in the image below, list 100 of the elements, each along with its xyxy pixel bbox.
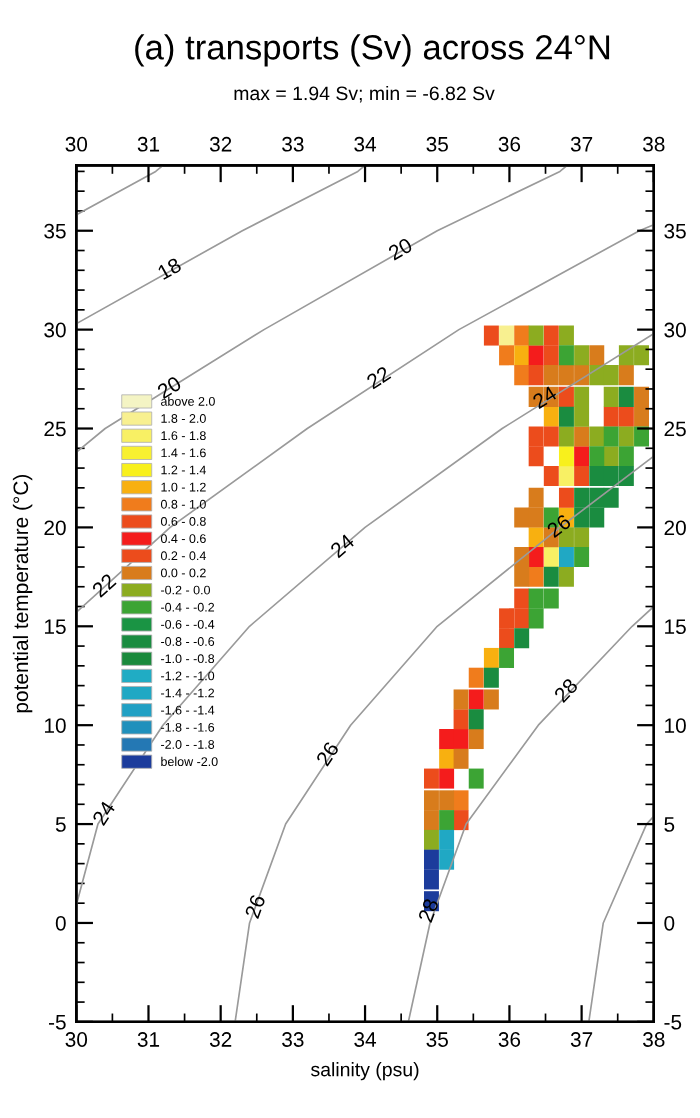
point: [439, 748, 455, 769]
x2-tick-label: 31: [137, 136, 160, 152]
point: [603, 446, 619, 467]
point: [574, 386, 590, 407]
point: [589, 465, 605, 486]
y2-tick-label: 20: [664, 520, 686, 536]
y-tick-label: -5: [48, 1015, 66, 1030]
y-tick-label: 25: [44, 421, 66, 437]
point: [618, 446, 634, 467]
x2-tick-label: 30: [65, 136, 88, 152]
annotation: 28: [553, 677, 579, 704]
point: [589, 426, 605, 447]
point: [439, 790, 455, 811]
point: [453, 790, 469, 811]
annotation: 18: [156, 257, 183, 281]
point: [543, 426, 559, 447]
point: [618, 345, 634, 366]
x2-tick-label: 38: [643, 136, 665, 152]
point: [453, 810, 469, 831]
annotation: 20: [156, 375, 183, 400]
point: [528, 325, 544, 346]
point: [483, 647, 499, 668]
point: [574, 507, 590, 528]
line-series: [76, 165, 366, 325]
x-tick-label: 35: [426, 1032, 448, 1047]
chart-subtitle: max = 1.94 Sv; min = -6.82 Sv: [234, 85, 495, 103]
line-series: [407, 605, 654, 1022]
y2-tick-label: 0: [664, 915, 675, 931]
point: [528, 547, 544, 568]
point: [439, 768, 455, 789]
point: [423, 790, 439, 811]
annotation: 26: [315, 740, 340, 767]
point: [468, 667, 484, 688]
x2-tick-label: 35: [426, 136, 448, 152]
point: [574, 345, 590, 366]
annotation: 22: [365, 365, 392, 390]
point: [574, 487, 590, 508]
point: [574, 426, 590, 447]
x-tick-label: 30: [65, 1032, 88, 1047]
point: [499, 325, 515, 346]
point: [618, 406, 634, 427]
annotation: 24: [91, 799, 116, 826]
point: [543, 345, 559, 366]
point: [514, 365, 530, 386]
point: [528, 487, 544, 508]
annotation: 28: [417, 897, 439, 923]
point: [514, 566, 530, 587]
annotation: 24: [531, 385, 558, 409]
point: [574, 465, 590, 486]
y-tick-label: 5: [55, 817, 66, 832]
point: [543, 547, 559, 568]
point: [634, 386, 649, 407]
point: [589, 446, 605, 467]
point: [603, 465, 619, 486]
y2-tick-label: 15: [665, 619, 686, 635]
point: [439, 829, 455, 850]
y2-tick-label: 30: [664, 322, 686, 338]
point: [499, 628, 515, 649]
point: [574, 527, 590, 548]
point: [603, 426, 619, 447]
x-axis-title: salinity (psu): [311, 1062, 419, 1081]
point: [574, 406, 590, 427]
point: [514, 345, 530, 366]
y-tick-label: 30: [44, 322, 66, 338]
point: [558, 446, 574, 467]
point: [634, 345, 649, 366]
point: [514, 608, 530, 629]
point: [514, 628, 530, 649]
y2-tick-label: 10: [665, 718, 686, 733]
y2-tick-label: 35: [664, 223, 686, 239]
line-series: [234, 455, 654, 1022]
x2-tick-label: 37: [570, 136, 593, 152]
point: [558, 426, 574, 447]
x2-tick-label: 34: [354, 136, 377, 152]
point: [589, 345, 605, 366]
point: [439, 810, 455, 831]
point: [499, 608, 515, 629]
y-tick-label: 0: [55, 915, 66, 931]
point: [483, 689, 499, 710]
point: [574, 547, 590, 568]
point: [528, 426, 544, 447]
point: [423, 869, 439, 890]
point: [558, 487, 574, 508]
point: [603, 365, 619, 386]
annotation: 22: [91, 572, 117, 598]
x-tick-label: 31: [137, 1032, 160, 1047]
y-tick-label: 35: [44, 223, 66, 239]
point: [618, 365, 634, 386]
y2-tick-label: -5: [664, 1015, 682, 1030]
point: [589, 365, 605, 386]
point: [423, 829, 439, 850]
point: [528, 365, 544, 386]
y-tick-label: 20: [44, 520, 66, 536]
point: [543, 325, 559, 346]
point: [543, 465, 559, 486]
point: [558, 547, 574, 568]
annotation: 20: [387, 237, 414, 261]
point: [439, 729, 455, 750]
point: [514, 325, 530, 346]
chart-title: (a) transports (Sv) across 24°N: [135, 34, 610, 67]
